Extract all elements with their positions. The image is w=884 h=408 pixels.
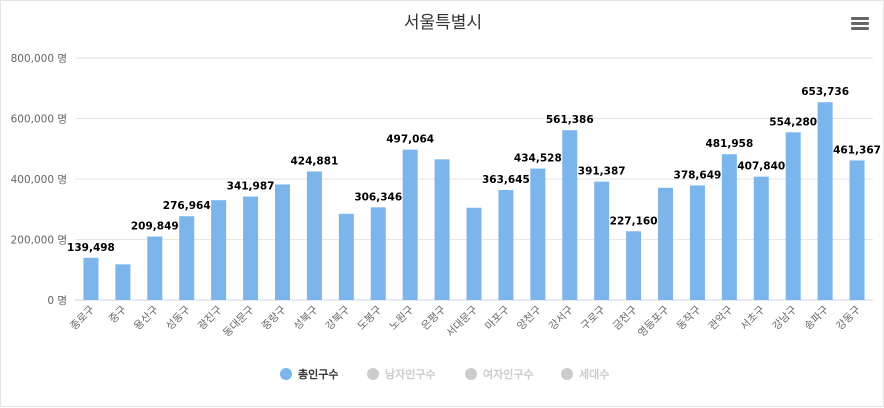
x-tick-label: 광진구 [196,303,225,332]
bar-금천구[interactable] [626,231,642,300]
gridlines [75,57,873,301]
bar-성북구[interactable] [306,171,322,300]
legend-dot-icon [367,368,379,380]
bar-강북구[interactable] [338,213,354,300]
x-tick-label: 송파구 [802,303,831,332]
x-tick-label: 관악구 [707,303,736,332]
legend-label: 여자인구수 [483,367,534,381]
x-tick-label: 마포구 [483,303,512,332]
hamburger-menu-icon[interactable] [851,17,869,31]
data-label: 407,840 [737,161,785,173]
x-tick-label: 노원구 [387,303,416,332]
x-tick-label: 도봉구 [355,303,384,332]
x-tick-label: 양천구 [515,303,544,332]
bar-영등포구[interactable] [658,187,674,300]
bar-구로구[interactable] [594,181,610,300]
x-tick-label: 종로구 [68,303,97,332]
x-tick-label: 강남구 [770,303,799,332]
legend-item-3[interactable]: 여자인구수 [465,367,534,381]
bar-서초구[interactable] [753,176,769,300]
x-tick-label: 성북구 [292,303,321,332]
legend-item-4[interactable]: 세대수 [561,367,609,381]
bar-강동구[interactable] [849,160,865,300]
data-label: 554,280 [769,116,817,128]
bar-동대문구[interactable] [243,196,259,300]
data-label: 653,736 [801,86,849,98]
y-tick-label: 200,000 명 [11,235,67,247]
data-label: 497,064 [386,134,434,146]
y-tick-label: 0 명 [47,295,67,307]
bar-강남구[interactable] [785,132,801,300]
legend-label: 남자인구수 [385,367,436,381]
data-label: 227,160 [610,215,658,227]
legend-label: 총인구수 [298,367,338,381]
bar-송파구[interactable] [817,102,833,300]
data-label: 306,346 [354,191,402,203]
x-tick-label: 서대문구 [444,303,480,339]
bar-강서구[interactable] [562,130,578,300]
data-label: 363,645 [482,174,530,186]
x-tick-label: 금천구 [611,303,640,332]
x-tick-label: 서초구 [738,303,767,332]
y-axis-labels: 0 명 200,000 명 400,000 명 600,000 명 800,000 명 [11,53,67,307]
legend-item-2[interactable]: 남자인구수 [367,367,436,381]
data-label: 378,649 [674,169,722,181]
bar-도봉구[interactable] [370,207,386,300]
x-tick-label: 중구 [107,303,129,325]
x-tick-label: 동대문구 [221,303,257,339]
bar-마포구[interactable] [498,189,514,300]
bars [83,102,865,300]
data-label: 391,387 [578,166,626,178]
data-label: 424,881 [290,155,338,167]
y-tick-label: 600,000 명 [11,114,67,126]
bar-중구[interactable] [115,264,131,300]
data-label: 276,964 [163,200,211,212]
x-tick-label: 강북구 [323,303,352,332]
x-tick-label: 성동구 [164,303,193,332]
bar-광진구[interactable] [211,200,227,300]
x-tick-label: 은평구 [419,303,448,332]
bar-양천구[interactable] [530,168,546,300]
data-label: 461,367 [833,144,881,156]
y-tick-label: 800,000 명 [11,53,67,65]
x-tick-label: 구로구 [579,303,608,332]
x-tick-label: 영등포구 [636,303,672,339]
chart-title: 서울특별시 [404,13,482,33]
legend: 총인구수 남자인구수 여자인구수 세대수 [280,367,609,381]
bar-성동구[interactable] [179,216,195,300]
data-label: 481,958 [705,138,753,150]
x-tick-label: 강동구 [834,303,863,332]
bar-노원구[interactable] [402,149,418,300]
x-tick-label: 중랑구 [260,303,289,332]
x-tick-label: 강서구 [547,303,576,332]
bar-은평구[interactable] [434,159,450,300]
bar-동작구[interactable] [689,185,705,300]
data-label: 341,987 [227,181,275,193]
bar-종로구[interactable] [83,257,99,300]
data-label: 561,386 [546,114,594,126]
legend-dot-icon [561,368,573,380]
legend-label: 세대수 [579,367,609,381]
legend-item-1[interactable]: 총인구수 [280,367,338,381]
data-label: 434,528 [514,153,562,165]
x-tick-label: 동작구 [675,303,704,332]
bar-중랑구[interactable] [274,184,290,300]
bar-용산구[interactable] [147,236,163,300]
data-labels: 139,498 209,849 276,964 341,987 424,881 306,3… [67,86,881,254]
legend-dot-icon [465,368,477,380]
bar-관악구[interactable] [721,154,737,300]
x-tick-label: 용산구 [132,303,161,332]
data-label: 209,849 [131,221,179,233]
bar-서대문구[interactable] [466,207,482,300]
y-tick-label: 400,000 명 [11,174,67,186]
data-label: 139,498 [67,242,115,254]
legend-dot-icon [280,368,292,380]
